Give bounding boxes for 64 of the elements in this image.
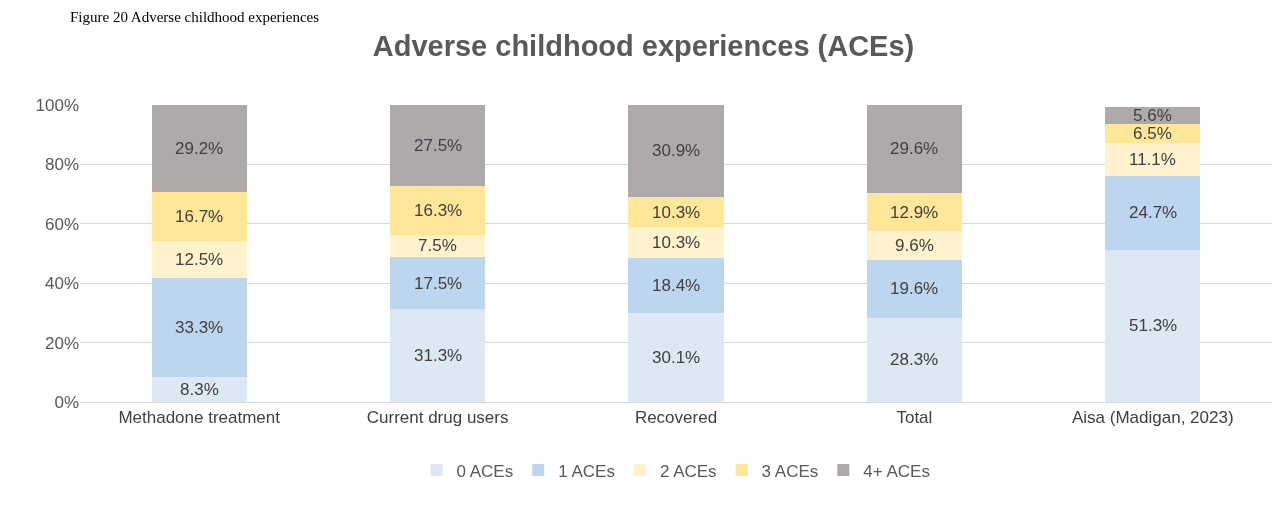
bar <box>151 377 247 402</box>
data-label: 11.1% <box>1129 150 1176 169</box>
y-tick-label: 0% <box>54 392 79 412</box>
legend-label: 0 ACEs <box>456 461 514 481</box>
data-label: 27.5% <box>414 136 463 155</box>
bar <box>1105 143 1201 177</box>
x-tick-label: Aisa (Madigan, 2023) <box>1072 408 1234 428</box>
bar <box>866 259 963 318</box>
data-label: 7.5% <box>418 236 457 255</box>
data-label: 10.3% <box>652 233 701 252</box>
data-label: 5.6% <box>1133 106 1172 125</box>
y-tick-label: 100% <box>35 95 79 115</box>
data-label: 9.6% <box>895 236 934 255</box>
data-label: 6.5% <box>1133 124 1172 143</box>
data-label: 29.6% <box>890 139 939 158</box>
caption: Figure 20 Adverse childhood experiences <box>70 9 320 25</box>
bar <box>151 241 247 279</box>
data-label: 51.3% <box>1129 316 1178 335</box>
chart-title: Adverse childhood experiences (ACEs) <box>372 30 915 63</box>
data-label: 33.3% <box>175 318 224 337</box>
data-label: 16.7% <box>175 207 224 226</box>
y-tick-label: 60% <box>44 214 79 234</box>
data-label: 8.3% <box>180 380 219 399</box>
data-label: 16.3% <box>414 201 463 220</box>
legend-label: 1 ACEs <box>558 461 615 481</box>
x-tick-label: Recovered <box>634 408 718 428</box>
legend-label: 4+ ACEs <box>863 461 930 481</box>
data-label: 30.9% <box>652 141 701 160</box>
bar <box>628 257 724 313</box>
data-label: 30.1% <box>652 348 701 367</box>
x-tick-label: Current drug users <box>366 408 509 428</box>
bar <box>1105 249 1201 402</box>
legend-label: 3 ACEs <box>761 461 819 481</box>
bar <box>628 227 724 258</box>
x-tick-label: Methadone treatment <box>118 408 281 428</box>
bar <box>628 105 724 197</box>
bar <box>389 105 486 187</box>
bar <box>866 317 963 402</box>
data-label: 12.9% <box>890 203 939 222</box>
bar <box>389 309 486 402</box>
legend-label: 2 ACEs <box>659 461 717 481</box>
bar <box>389 257 486 310</box>
bar <box>151 105 247 192</box>
data-label: 18.4% <box>652 276 701 295</box>
bar <box>866 192 963 232</box>
data-label: 31.3% <box>414 346 463 365</box>
y-tick-label: 80% <box>44 155 79 175</box>
bar <box>866 105 963 193</box>
bar <box>628 312 724 402</box>
data-label: 10.3% <box>652 203 701 222</box>
data-label: 12.5% <box>175 250 224 269</box>
bar <box>151 278 247 378</box>
data-label: 19.6% <box>890 279 939 298</box>
bar <box>866 231 963 260</box>
data-label: 24.7% <box>1129 203 1178 222</box>
data-label: 28.3% <box>890 350 939 369</box>
x-tick-label: Total <box>896 408 933 428</box>
bar <box>151 191 247 242</box>
y-tick-label: 20% <box>44 333 79 353</box>
bar <box>389 186 486 235</box>
bar <box>1105 176 1201 250</box>
data-label: 29.2% <box>175 139 224 158</box>
data-label: 17.5% <box>414 274 463 293</box>
y-tick-label: 40% <box>44 274 79 294</box>
